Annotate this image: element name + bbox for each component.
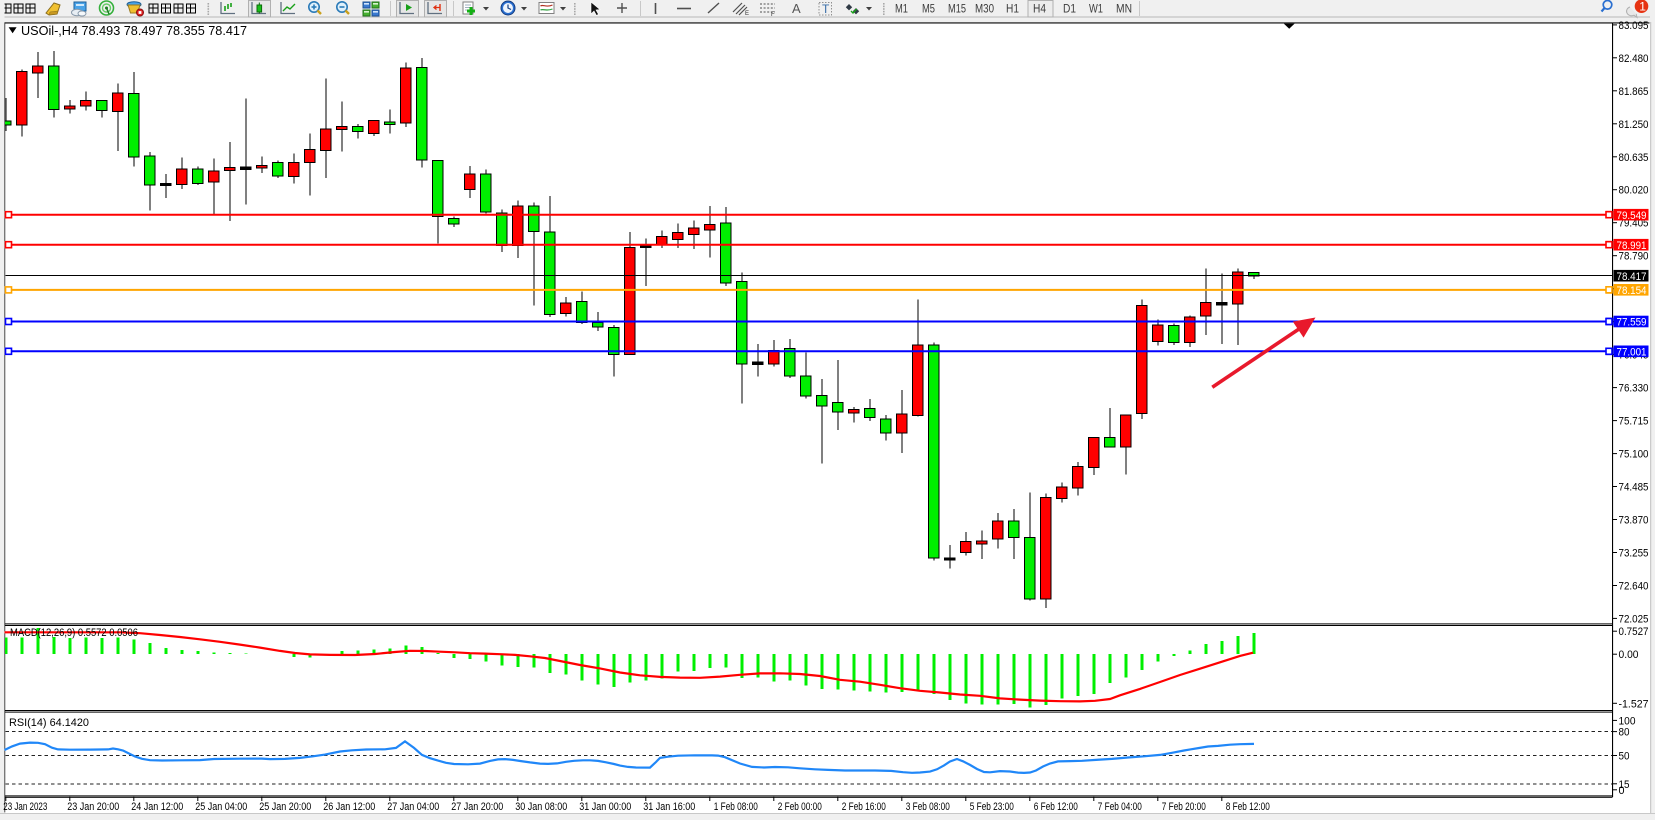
svg-text:7 Feb 20:00: 7 Feb 20:00 [1162, 801, 1206, 813]
svg-text:25 Jan 20:00: 25 Jan 20:00 [259, 801, 311, 813]
svg-text:0.00: 0.00 [1619, 649, 1639, 661]
svg-text:MACD(12,26,9) 0.5572 0.0506: MACD(12,26,9) 0.5572 0.0506 [10, 627, 138, 639]
svg-text:3 Feb 08:00: 3 Feb 08:00 [906, 801, 950, 813]
svg-text:8 Feb 12:00: 8 Feb 12:00 [1226, 801, 1270, 813]
svg-text:-1.527: -1.527 [1619, 698, 1649, 710]
svg-text:F: F [771, 12, 775, 18]
svg-text:1: 1 [1639, 0, 1646, 14]
svg-text:100: 100 [1619, 715, 1636, 727]
svg-text:27 Jan 20:00: 27 Jan 20:00 [451, 801, 503, 813]
svg-text:M30: M30 [975, 4, 994, 16]
svg-text:83.095: 83.095 [1619, 20, 1649, 32]
svg-text:79.549: 79.549 [1617, 210, 1647, 222]
svg-text:80: 80 [1619, 727, 1630, 739]
svg-text:25 Jan 04:00: 25 Jan 04:00 [195, 801, 247, 813]
svg-text:23 Jan 20:00: 23 Jan 20:00 [67, 801, 119, 813]
svg-text:RSI(14) 64.1420: RSI(14) 64.1420 [9, 717, 89, 729]
svg-text:A: A [792, 1, 801, 16]
svg-text:15: 15 [1619, 779, 1630, 791]
svg-text:74.485: 74.485 [1619, 482, 1649, 494]
svg-text:80.635: 80.635 [1619, 152, 1649, 164]
svg-text:79.405: 79.405 [1619, 218, 1649, 230]
svg-text:23 Jan 2023: 23 Jan 2023 [3, 801, 47, 813]
svg-text:82.480: 82.480 [1619, 53, 1649, 65]
svg-text:H1: H1 [1006, 4, 1019, 16]
svg-text:1 Feb 08:00: 1 Feb 08:00 [714, 801, 758, 813]
svg-text:5 Feb 23:00: 5 Feb 23:00 [970, 801, 1014, 813]
svg-text:78.991: 78.991 [1617, 240, 1647, 252]
svg-text:72.640: 72.640 [1619, 581, 1649, 593]
svg-text:M1: M1 [895, 4, 908, 16]
svg-text:31 Jan 16:00: 31 Jan 16:00 [643, 801, 695, 813]
svg-text:75.715: 75.715 [1619, 416, 1649, 428]
svg-text:30 Jan 08:00: 30 Jan 08:00 [515, 801, 567, 813]
svg-text:7 Feb 04:00: 7 Feb 04:00 [1098, 801, 1142, 813]
svg-text:50: 50 [1619, 751, 1630, 763]
svg-text:80.020: 80.020 [1619, 185, 1649, 197]
svg-text:T: T [822, 2, 830, 16]
svg-text:M5: M5 [922, 4, 935, 16]
svg-text:H4: H4 [1033, 4, 1047, 16]
svg-text:27 Jan 04:00: 27 Jan 04:00 [387, 801, 439, 813]
svg-text:2 Feb 16:00: 2 Feb 16:00 [842, 801, 886, 813]
svg-text:75.100: 75.100 [1619, 449, 1649, 461]
svg-text:81.250: 81.250 [1619, 119, 1649, 131]
svg-text:MN: MN [1116, 4, 1132, 16]
svg-text:0: 0 [1619, 785, 1625, 797]
svg-text:USOil-,H4 78.493 78.497 78.35: USOil-,H4 78.493 78.497 78.355 78.417 [21, 24, 247, 38]
svg-text:78.417: 78.417 [1617, 271, 1647, 283]
svg-text:78.790: 78.790 [1619, 251, 1649, 263]
svg-text:0.7527: 0.7527 [1619, 626, 1649, 638]
svg-text:W1: W1 [1089, 4, 1103, 16]
svg-text:E: E [745, 11, 749, 17]
svg-text:81.865: 81.865 [1619, 86, 1649, 98]
svg-text:M15: M15 [948, 4, 966, 16]
svg-text:78.154: 78.154 [1617, 285, 1647, 297]
svg-text:77.001: 77.001 [1617, 347, 1647, 359]
svg-text:31 Jan 00:00: 31 Jan 00:00 [579, 801, 631, 813]
svg-text:24 Jan 12:00: 24 Jan 12:00 [131, 801, 183, 813]
svg-text:6 Feb 12:00: 6 Feb 12:00 [1034, 801, 1078, 813]
svg-text:73.870: 73.870 [1619, 515, 1649, 527]
svg-text:26 Jan 12:00: 26 Jan 12:00 [323, 801, 375, 813]
svg-text:72.025: 72.025 [1619, 613, 1649, 625]
svg-text:76.330: 76.330 [1619, 383, 1649, 395]
svg-text:D1: D1 [1063, 4, 1076, 16]
svg-text:77.559: 77.559 [1617, 317, 1647, 329]
svg-text:73.255: 73.255 [1619, 548, 1649, 560]
svg-text:2 Feb 00:00: 2 Feb 00:00 [778, 801, 822, 813]
